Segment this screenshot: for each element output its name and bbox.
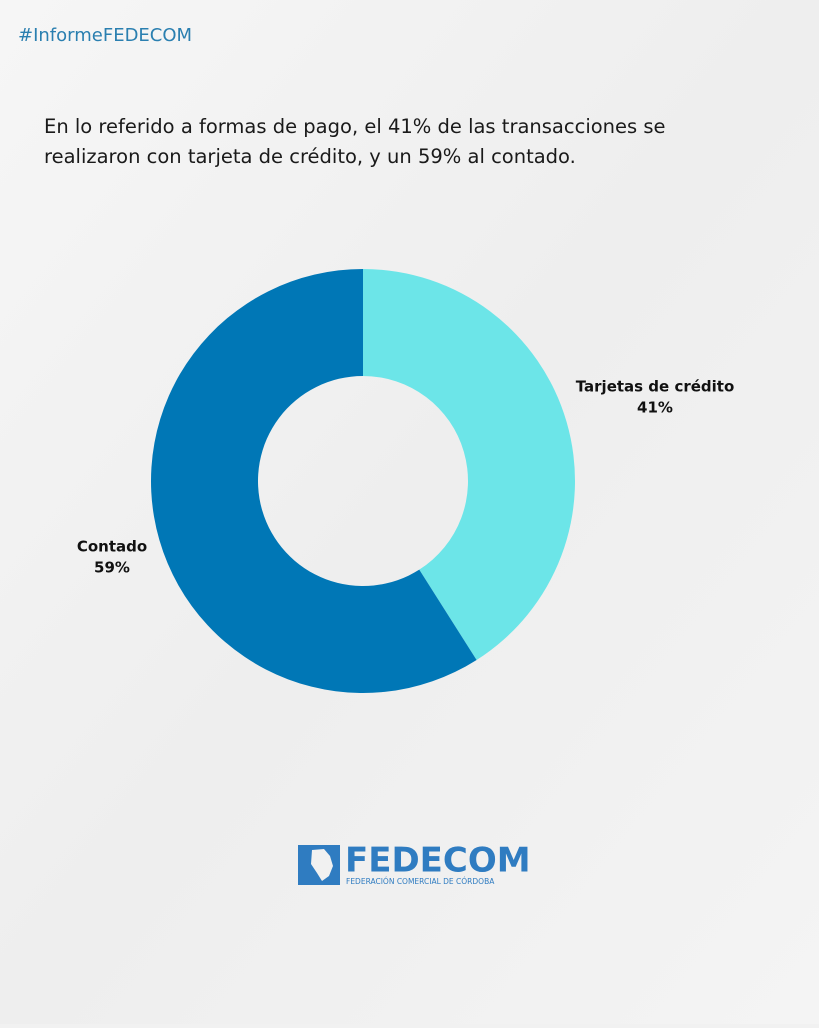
logo-text: FEDECOM	[345, 841, 531, 881]
description-box: En lo referido a formas de pago, el 41% …	[44, 115, 666, 168]
description: En lo referido a formas de pago, el 41% …	[44, 115, 666, 168]
logo-map	[311, 849, 333, 881]
logo: FEDECOM FEDERACIÓN COMERCIAL DE CÓRDOBA	[298, 841, 531, 886]
slice	[363, 269, 576, 660]
slice-label: Tarjetas de crédito	[576, 378, 735, 396]
donut-chart: Tarjetas de crédito 41% Contado 59%	[77, 269, 734, 693]
logo-subtitle: FEDERACIÓN COMERCIAL DE CÓRDOBA	[346, 877, 495, 886]
slice	[150, 269, 477, 693]
hashtag: #InformeFEDECOM	[18, 25, 192, 46]
value-label: 59%	[94, 559, 130, 577]
slice-label: Contado	[77, 538, 147, 556]
value-label: 41%	[637, 399, 673, 417]
